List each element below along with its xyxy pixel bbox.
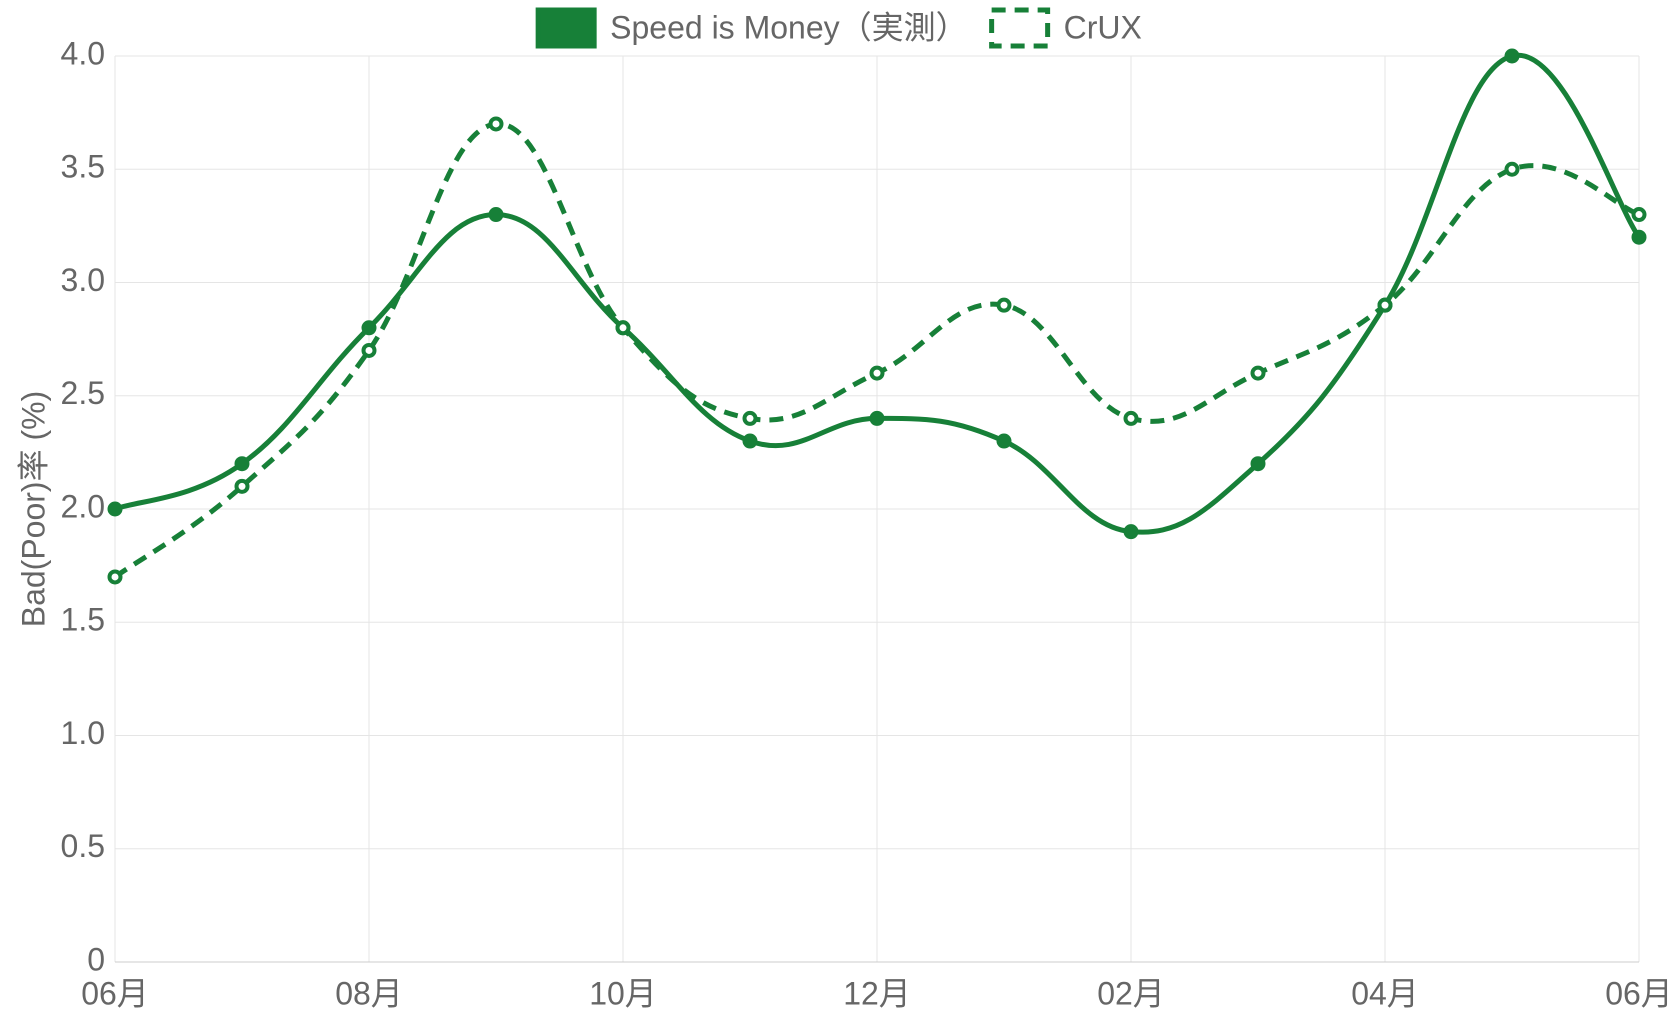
y-tick-label: 3.0 [61, 262, 105, 298]
x-tick-label: 06月 [1605, 975, 1673, 1011]
data-point [234, 478, 250, 494]
y-tick-label: 4.0 [61, 35, 105, 71]
x-tick-label: 02月 [1097, 975, 1165, 1011]
legend-label: CrUX [1064, 9, 1142, 45]
data-point [1504, 48, 1520, 64]
data-point [1123, 410, 1139, 426]
x-tick-label: 08月 [335, 975, 403, 1011]
legend-swatch [989, 7, 1051, 49]
data-point [869, 410, 885, 426]
data-point [1504, 161, 1520, 177]
y-tick-label: 1.5 [61, 602, 105, 638]
x-tick-label: 10月 [589, 975, 657, 1011]
y-axis-label: Bad(Poor)率 (%) [15, 391, 51, 628]
x-tick-label: 06月 [81, 975, 149, 1011]
data-point [996, 297, 1012, 313]
y-tick-label: 2.5 [61, 375, 105, 411]
data-point [1250, 365, 1266, 381]
data-point [1377, 297, 1393, 313]
data-point [615, 320, 631, 336]
data-point [1250, 456, 1266, 472]
data-point [1123, 524, 1139, 540]
y-tick-label: 3.5 [61, 149, 105, 185]
data-point [107, 569, 123, 585]
legend-swatch [535, 7, 597, 49]
series-line [114, 52, 1642, 535]
legend-label: Speed is Money（実測） [610, 9, 967, 45]
data-point [742, 433, 758, 449]
data-point [488, 116, 504, 132]
data-point [742, 410, 758, 426]
x-tick-label: 04月 [1351, 975, 1419, 1011]
data-point [869, 365, 885, 381]
y-tick-label: 0 [87, 941, 105, 977]
data-point [107, 501, 123, 517]
y-tick-label: 2.0 [61, 488, 105, 524]
data-point [996, 433, 1012, 449]
data-point [234, 456, 250, 472]
y-tick-label: 0.5 [61, 828, 105, 864]
legend: Speed is Money（実測） CrUX [535, 7, 1142, 49]
data-point [361, 342, 377, 358]
data-point [1631, 207, 1647, 223]
data-point [361, 320, 377, 336]
y-tick-label: 1.0 [61, 715, 105, 751]
x-tick-label: 12月 [843, 975, 911, 1011]
data-point [1631, 229, 1647, 245]
data-point [488, 207, 504, 223]
